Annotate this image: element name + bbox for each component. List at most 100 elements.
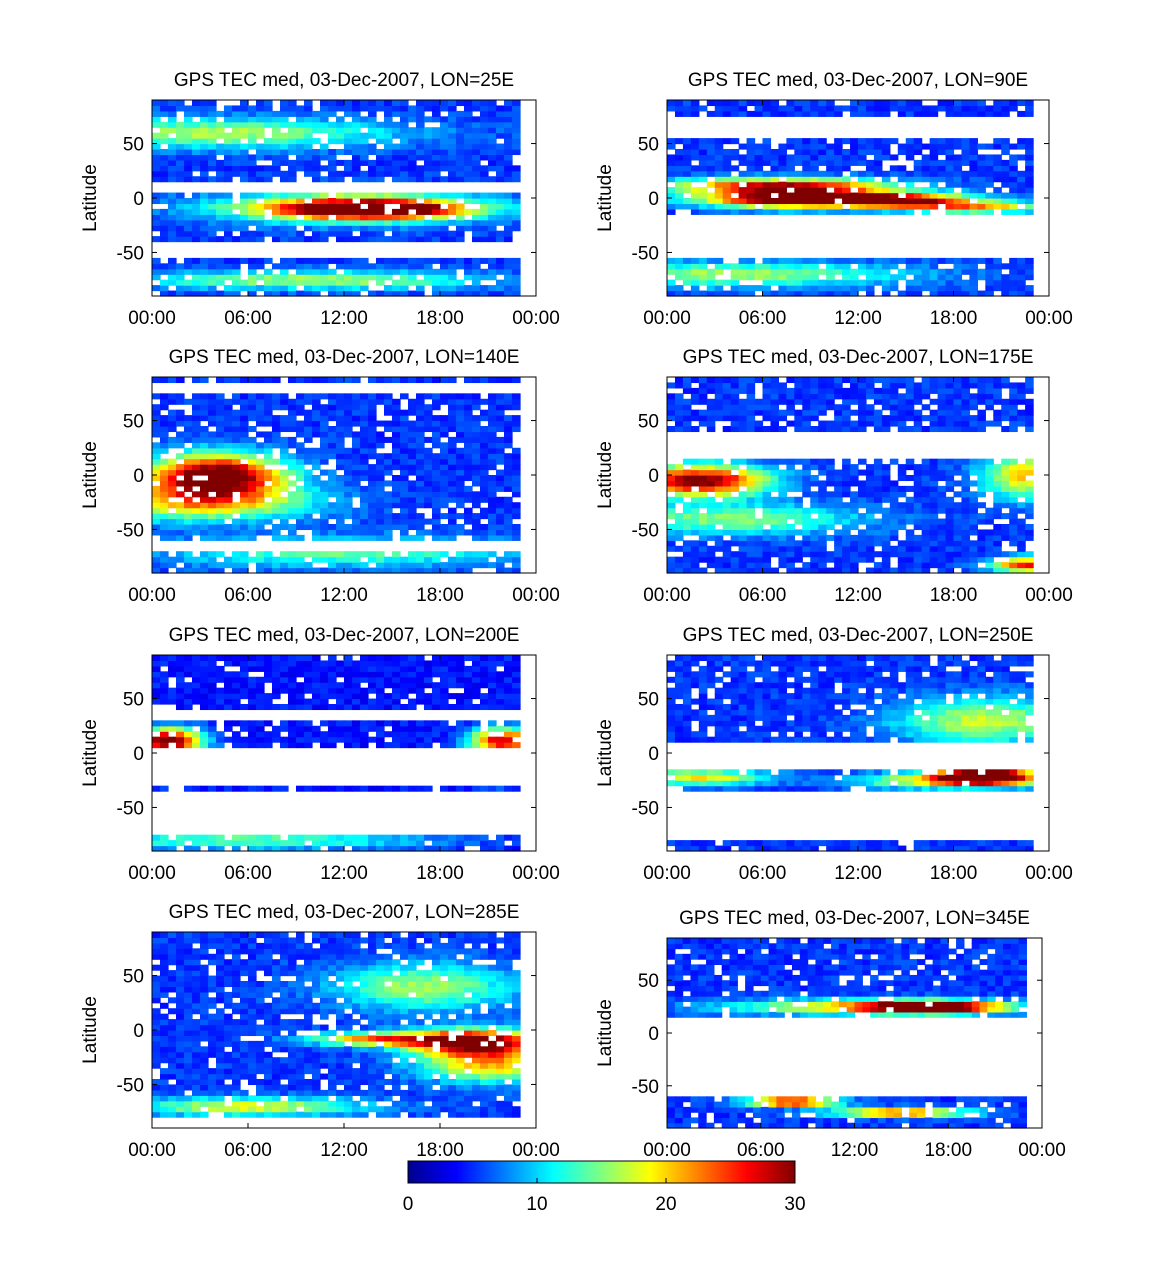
heatmap-cell bbox=[504, 464, 513, 471]
heatmap-cell bbox=[826, 524, 835, 531]
heatmap-cell bbox=[1001, 524, 1010, 531]
heatmap-cell bbox=[977, 475, 986, 482]
heatmap-cell bbox=[754, 426, 764, 433]
heatmap-cell bbox=[937, 404, 947, 411]
heatmap-cell bbox=[826, 159, 835, 166]
heatmap-cell bbox=[937, 176, 947, 183]
heatmap-cell bbox=[698, 208, 708, 215]
heatmap-cell bbox=[762, 464, 772, 471]
heatmap-cell bbox=[192, 127, 201, 134]
heatmap-cell bbox=[969, 551, 978, 558]
heatmap-cell bbox=[472, 502, 481, 509]
heatmap-cell bbox=[746, 556, 756, 563]
heatmap-cell bbox=[456, 491, 465, 498]
heatmap-cell bbox=[858, 268, 867, 275]
heatmap-cell bbox=[176, 198, 185, 205]
heatmap-cell bbox=[682, 551, 692, 558]
heatmap-cell bbox=[858, 143, 867, 150]
heatmap-cell bbox=[738, 529, 748, 536]
heatmap-cell bbox=[400, 149, 409, 156]
heatmap-cell bbox=[304, 377, 313, 384]
heatmap-cell bbox=[312, 431, 321, 438]
heatmap-cell bbox=[850, 502, 859, 509]
heatmap-cell bbox=[152, 491, 161, 498]
heatmap-cell bbox=[272, 431, 281, 438]
heatmap-cell bbox=[456, 562, 465, 569]
heatmap-cell bbox=[698, 480, 708, 487]
heatmap-cell bbox=[200, 534, 209, 541]
heatmap-cell bbox=[288, 398, 297, 405]
heatmap-cell bbox=[810, 149, 819, 156]
heatmap-cell bbox=[762, 496, 772, 503]
heatmap-cell bbox=[921, 458, 931, 465]
heatmap-cell bbox=[312, 393, 321, 400]
heatmap-cell bbox=[682, 387, 692, 394]
heatmap-cell bbox=[746, 480, 756, 487]
heatmap-cell bbox=[881, 540, 891, 547]
heatmap-cell bbox=[1009, 165, 1018, 172]
heatmap-cell bbox=[200, 268, 209, 275]
heatmap-cell bbox=[512, 121, 521, 128]
heatmap-cell bbox=[850, 100, 859, 107]
heatmap-cell bbox=[512, 219, 521, 226]
heatmap-cell bbox=[945, 268, 955, 275]
heatmap-cell bbox=[762, 159, 772, 166]
heatmap-cell bbox=[754, 469, 764, 476]
heatmap-cell bbox=[881, 208, 891, 215]
heatmap-cell bbox=[1001, 149, 1010, 156]
heatmap-cell bbox=[376, 214, 385, 221]
heatmap-cell bbox=[488, 458, 497, 465]
heatmap-cell bbox=[280, 458, 289, 465]
heatmap-cell bbox=[448, 149, 457, 156]
heatmap-cell bbox=[288, 562, 297, 569]
heatmap-cell bbox=[360, 154, 369, 161]
heatmap-cell bbox=[208, 475, 217, 482]
heatmap-cell bbox=[352, 436, 361, 443]
heatmap-cell bbox=[224, 225, 233, 232]
heatmap-cell bbox=[304, 263, 313, 270]
heatmap-cell bbox=[810, 398, 819, 405]
heatmap-cell bbox=[714, 187, 724, 194]
heatmap-cell bbox=[208, 268, 217, 275]
heatmap-cell bbox=[488, 431, 497, 438]
heatmap-cell bbox=[929, 556, 939, 563]
heatmap-cell bbox=[1025, 513, 1034, 520]
heatmap-cell bbox=[674, 285, 684, 292]
heatmap-cell bbox=[368, 431, 377, 438]
heatmap-cell bbox=[208, 671, 217, 678]
heatmap-cell bbox=[392, 290, 401, 297]
heatmap-cell bbox=[464, 132, 473, 139]
heatmap-cell bbox=[256, 442, 265, 449]
heatmap-cell bbox=[929, 263, 939, 270]
heatmap-cell bbox=[400, 121, 409, 128]
heatmap-cell bbox=[216, 442, 225, 449]
heatmap-cell bbox=[440, 116, 449, 123]
heatmap-cell bbox=[945, 485, 955, 492]
heatmap-cell bbox=[368, 491, 377, 498]
heatmap-cell bbox=[921, 393, 931, 400]
heatmap-cell bbox=[674, 165, 684, 172]
heatmap-cell bbox=[320, 100, 329, 107]
heatmap-cell bbox=[667, 393, 676, 400]
heatmap-cell bbox=[873, 203, 883, 210]
heatmap-cell bbox=[504, 132, 513, 139]
heatmap-cell bbox=[448, 165, 457, 172]
heatmap-cell bbox=[296, 116, 305, 123]
heatmap-cell bbox=[192, 687, 201, 694]
heatmap-cell bbox=[264, 170, 273, 177]
heatmap-cell bbox=[152, 409, 161, 416]
heatmap-cell bbox=[248, 236, 257, 243]
heatmap-cell bbox=[416, 149, 425, 156]
heatmap-cell bbox=[408, 138, 417, 145]
heatmap-cell bbox=[865, 285, 875, 292]
heatmap-cell bbox=[496, 198, 505, 205]
heatmap-cell bbox=[802, 393, 811, 400]
heatmap-cell bbox=[865, 513, 875, 520]
heatmap-cell bbox=[905, 149, 915, 156]
heatmap-cell bbox=[945, 562, 955, 569]
heatmap-cell bbox=[240, 518, 249, 525]
heatmap-cell bbox=[160, 165, 169, 172]
heatmap-cell bbox=[504, 458, 513, 465]
heatmap-cell bbox=[1009, 458, 1018, 465]
heatmap-cell bbox=[682, 404, 692, 411]
